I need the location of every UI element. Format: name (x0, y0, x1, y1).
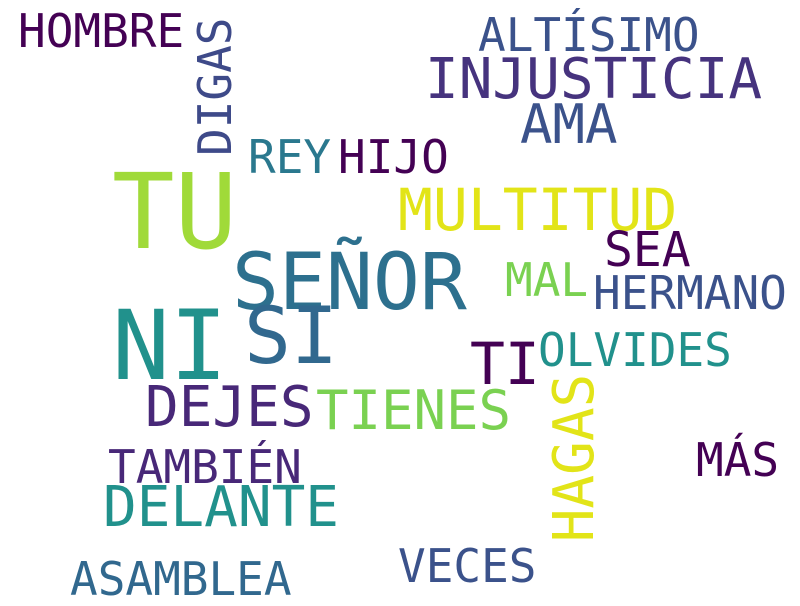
word-dejes: DEJES (145, 375, 314, 440)
word-tambien: TAMBIÉN (108, 440, 302, 494)
word-sea: SEA (604, 222, 691, 278)
word-hijo: HIJO (338, 130, 449, 184)
word-mas: MÁS (696, 433, 780, 487)
word-tienes: TIENES (316, 379, 512, 442)
word-ni: NI (112, 290, 228, 402)
word-multitud: MULTITUD (398, 176, 678, 244)
word-rey: REY (248, 130, 332, 184)
word-olvides: OLVIDES (538, 323, 732, 377)
word-asamblea: ASAMBLEA (70, 552, 292, 606)
word-digas: DIGAS (188, 17, 242, 156)
word-veces: VECES (398, 539, 537, 593)
word-tu: TU (112, 151, 238, 273)
word-ti: TI (470, 330, 540, 398)
word-altisimo: ALTÍSIMO (478, 8, 700, 62)
word-hombre: HOMBRE (18, 4, 185, 58)
word-hagas: HAGAS (542, 373, 607, 543)
word-hermano: HERMANO (593, 266, 787, 320)
word-delante: DELANTE (103, 475, 340, 540)
word-si: SI (244, 292, 338, 382)
word-injusticia: INJUSTICIA (425, 47, 763, 112)
word-senor: SEÑOR (232, 238, 467, 328)
word-mal: MAL (505, 253, 589, 307)
word-ama: AMA (520, 93, 618, 156)
